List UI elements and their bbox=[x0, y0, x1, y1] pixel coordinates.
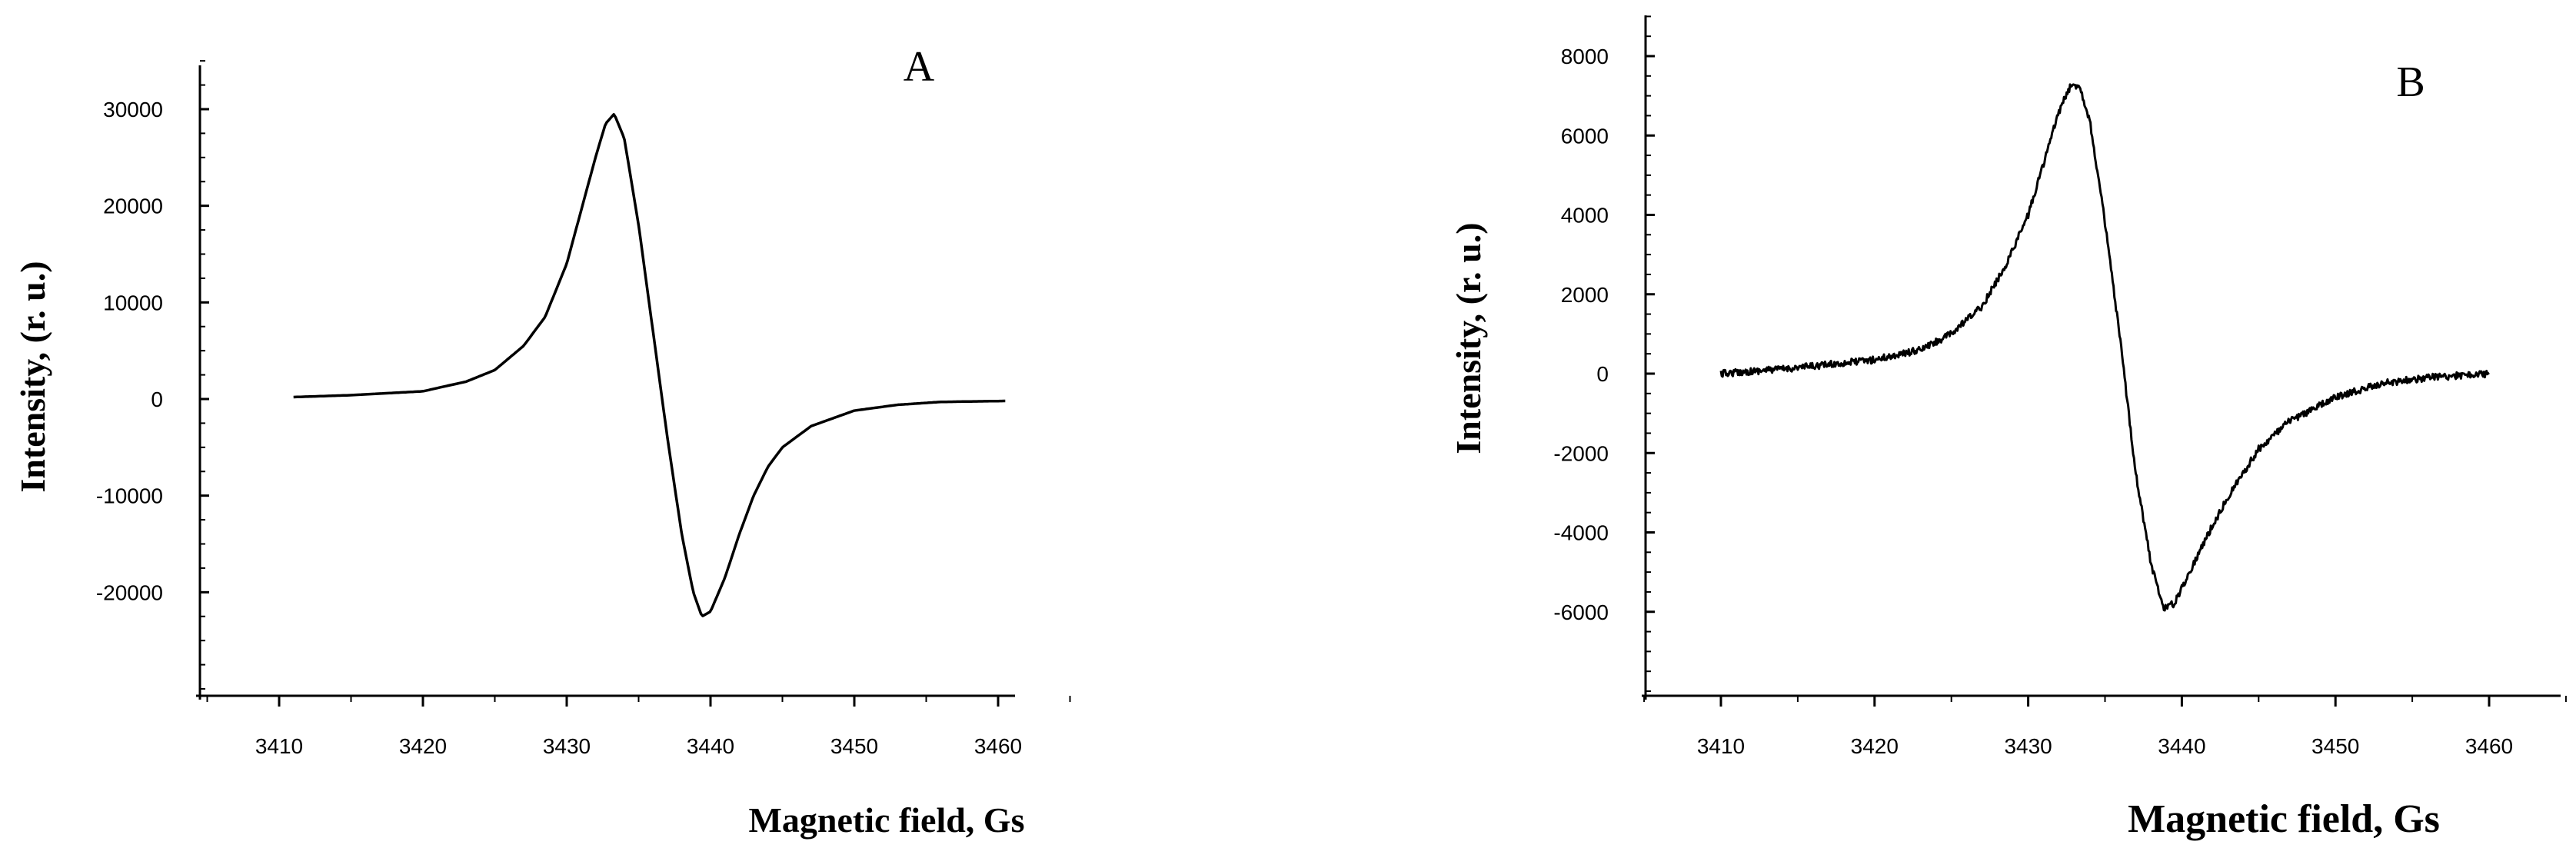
x-axis-title-a: Magnetic field, Gs bbox=[749, 800, 1025, 840]
x-axis-title-b: Magnetic field, Gs bbox=[2128, 797, 2440, 841]
y-tick-label-b: 0 bbox=[1596, 362, 1609, 386]
y-tick-label-b: -2000 bbox=[1553, 441, 1609, 465]
y-tick-label-b: 6000 bbox=[1561, 124, 1609, 148]
y-tick-label-a: 20000 bbox=[103, 195, 163, 218]
y-minor-ticks-b bbox=[1646, 15, 1651, 692]
y-tick-label-b: 4000 bbox=[1561, 204, 1609, 228]
x-tick-label-b: 3450 bbox=[2311, 734, 2359, 758]
x-tick-label-b: 3460 bbox=[2465, 734, 2513, 758]
y-ticks-b: -6000 -4000 -2000 0 2000 4000 6000 8000 bbox=[1553, 45, 1655, 624]
y-tick-label-b: 8000 bbox=[1561, 45, 1609, 68]
x-tick-label-b: 3410 bbox=[1697, 734, 1745, 758]
x-tick-label-a: 3460 bbox=[974, 734, 1022, 758]
x-tick-label-b: 3440 bbox=[2158, 734, 2205, 758]
y-tick-label-b: -6000 bbox=[1553, 600, 1609, 624]
x-tick-label-a: 3420 bbox=[399, 734, 447, 758]
chart-panel-b: -6000 -4000 -2000 0 2000 4000 6000 8000 3410 342… bbox=[1449, 15, 2567, 841]
x-tick-label-a: 3440 bbox=[687, 734, 734, 758]
series-line-a bbox=[293, 113, 1006, 617]
panel-label-b: B bbox=[2396, 58, 2425, 106]
panel-label-a: A bbox=[904, 43, 935, 91]
x-tick-label-a: 3430 bbox=[543, 734, 591, 758]
x-tick-label-a: 3410 bbox=[255, 734, 303, 758]
x-tick-label-a: 3450 bbox=[830, 734, 878, 758]
y-axis-title-b: Intensity, (r. u.) bbox=[1449, 222, 1488, 454]
y-tick-label-a: 0 bbox=[151, 387, 163, 411]
y-axis-title-a: Intensity, (r. u.) bbox=[13, 261, 52, 492]
x-tick-label-b: 3430 bbox=[2004, 734, 2052, 758]
y-minor-ticks-a bbox=[200, 60, 205, 690]
y-tick-label-a: -20000 bbox=[96, 580, 163, 604]
y-tick-label-a: 30000 bbox=[103, 98, 163, 121]
x-ticks-a: 3410 3420 3430 3440 3450 3460 bbox=[206, 696, 1071, 758]
x-tick-label-b: 3420 bbox=[1851, 734, 1899, 758]
y-tick-label-b: -4000 bbox=[1553, 521, 1609, 545]
series-line-b bbox=[1719, 83, 2490, 612]
y-tick-label-a: -10000 bbox=[96, 484, 163, 508]
y-tick-label-a: 10000 bbox=[103, 291, 163, 314]
chart-panel-a: -20000 -10000 0 10000 20000 30000 3410 3420 343… bbox=[13, 43, 1071, 840]
x-ticks-b: 3410 3420 3430 3440 3450 3460 bbox=[1643, 696, 2567, 758]
y-ticks-a: -20000 -10000 0 10000 20000 30000 bbox=[96, 98, 209, 604]
y-tick-label-b: 2000 bbox=[1561, 283, 1609, 307]
